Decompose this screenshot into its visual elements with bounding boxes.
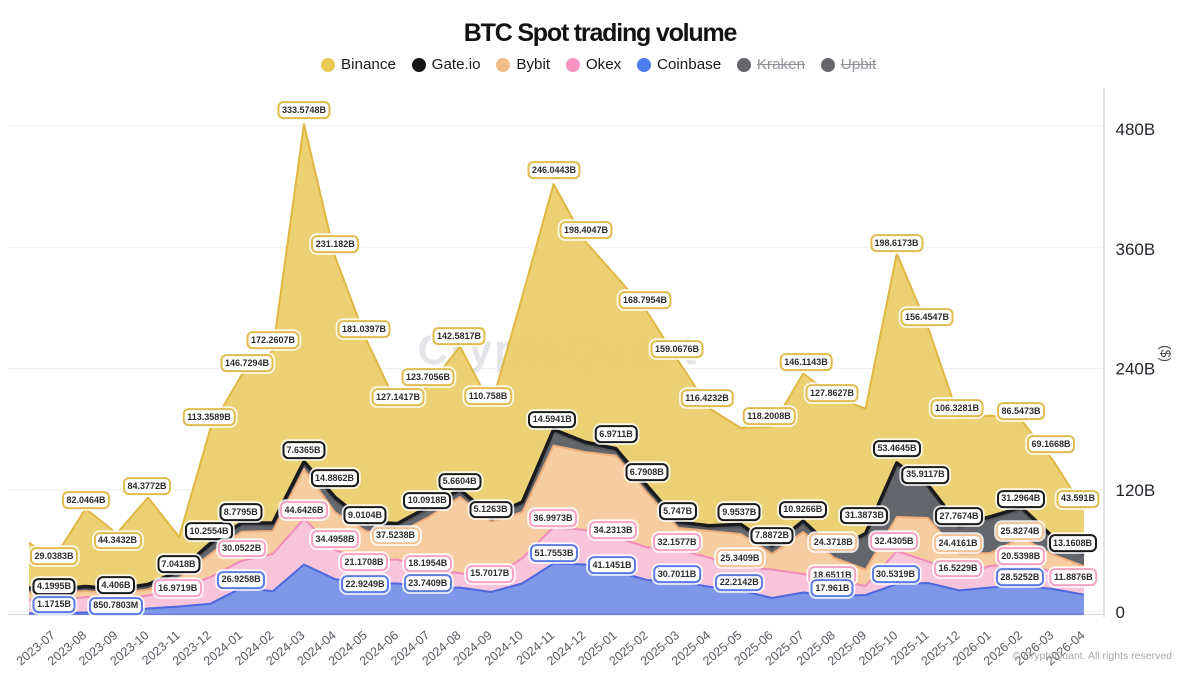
svg-text:240B: 240B [1116, 359, 1156, 378]
svg-text:($): ($) [1158, 345, 1174, 362]
svg-text:360B: 360B [1116, 240, 1156, 259]
svg-text:0: 0 [1116, 603, 1125, 622]
svg-text:480B: 480B [1116, 120, 1156, 139]
svg-text:120B: 120B [1116, 481, 1156, 500]
